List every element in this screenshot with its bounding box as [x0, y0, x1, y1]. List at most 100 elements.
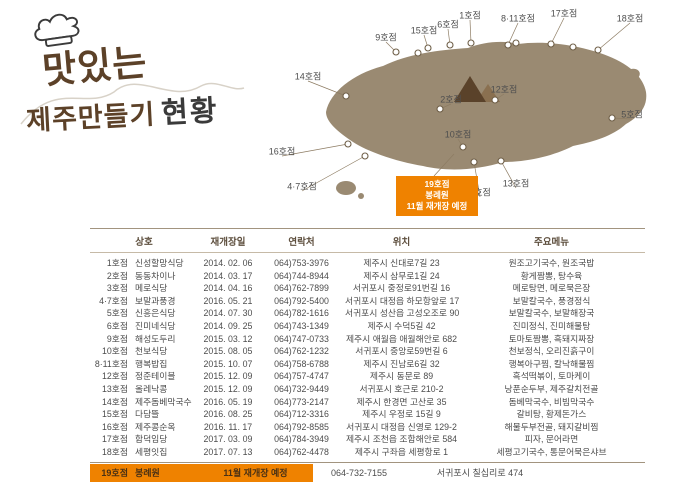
- store-menu: 흑석떡볶이, 토마케이: [512, 371, 591, 382]
- store-name: 제주돔베막국수: [135, 396, 192, 407]
- store-location: 서귀포시 칠십리로 474: [436, 467, 524, 478]
- store-menu: 원조고기국수, 원조국밥: [508, 258, 595, 268]
- store-phone: 064)712-3316: [274, 409, 329, 420]
- jeju-map: 9호점 15호점 6호점 1호점 8·11호점 17호점 18호점 14호점 2호점 12호점 5호…: [268, 4, 698, 219]
- store-name: 함덕임당: [135, 434, 168, 445]
- islet-southwest: [336, 181, 356, 195]
- logo-line3: 현황: [160, 92, 220, 130]
- store-menu: 천보정식, 오리진흙구이: [508, 346, 595, 357]
- mountain-sketch-icon: [20, 82, 245, 125]
- store-location-dot: [497, 157, 505, 165]
- store-number: 19호점: [90, 463, 135, 482]
- store-location: 제주시 조천읍 조함해안로 584: [345, 434, 458, 445]
- table-body: 1호점 신성할망식당 2014. 02. 06 064)753-3976 제주시…: [90, 253, 645, 463]
- store-location: 제주시 애월읍 애월해안로 682: [345, 333, 458, 344]
- store-number: 4·7호점: [99, 295, 128, 306]
- store-name: 정준테이블: [135, 371, 176, 382]
- store-number: 18호점: [102, 446, 128, 457]
- store-location: 서귀포시 호근로 210-2: [359, 383, 444, 394]
- store-number: 3호점: [106, 283, 128, 294]
- store-number: 6호점: [106, 320, 128, 331]
- logo: 맛있는 제주만들기 현황: [16, 10, 266, 150]
- store-name: 메로식당: [135, 283, 168, 294]
- label-connector: [597, 22, 631, 51]
- reopen-date: 2016. 05. 21: [203, 295, 253, 306]
- store-location-dot: [342, 92, 350, 100]
- store-table: 상호 재개장일 연락처 위치 주요메뉴 1호점 신성할망식당 2014. 02.…: [90, 228, 645, 482]
- store-phone: 064)762-7899: [274, 283, 329, 294]
- reopen-date: 2015. 10. 07: [203, 358, 253, 369]
- store-menu: 세평고기국수, 통문어묵은샤브: [496, 446, 607, 457]
- store-number: 8·11호점: [94, 358, 128, 369]
- reopen-date: 2014. 03. 17: [203, 270, 253, 281]
- store-location-dot: [504, 41, 512, 49]
- halla-mountain-icon: [454, 76, 486, 102]
- store-phone: 064)762-1232: [274, 346, 329, 357]
- map-label: 15호점: [410, 25, 438, 36]
- table-row: 12호점 정준테이블 2015. 12. 09 064)757-4747 제주시…: [90, 370, 645, 383]
- store-menu: 보말칼국수, 풍경정식: [512, 295, 591, 306]
- store-name: 천보식당: [135, 346, 168, 357]
- store-phone: 064)732-9449: [274, 383, 329, 394]
- store-phone: 064)758-6788: [274, 358, 329, 369]
- store-phone: 064)744-8944: [274, 270, 329, 281]
- store-location-dot: [467, 39, 475, 47]
- logo-line2-text: 제주만들기: [25, 99, 157, 138]
- store-phone: 064)792-5400: [274, 295, 329, 306]
- header-store: 상호: [135, 237, 153, 248]
- map-svg: [281, 17, 647, 199]
- reopen-date: 2016. 08. 25: [203, 409, 253, 420]
- table-row: 17호점 함덕임당 2017. 03. 09 064)784-3949 제주시 …: [90, 433, 645, 446]
- store-location: 제주시 진남로6길 32: [363, 358, 440, 369]
- store-location: 서귀포시 중정로91번길 16: [352, 283, 451, 294]
- store-number: 16호점: [102, 421, 128, 432]
- store-name: 올레낙콩: [135, 383, 168, 394]
- store-name: 해성도두리: [135, 333, 176, 344]
- store-location: 서귀포시 대정읍 하모항앞로 17: [345, 295, 460, 306]
- store-location-dot: [608, 114, 616, 122]
- store-location: 서귀포시 중앙로59번길 6: [355, 346, 448, 357]
- reopen-date: 2015. 03. 12: [203, 333, 253, 344]
- callout-connector: [433, 153, 455, 177]
- table-row: 14호점 제주돔베막국수 2016. 05. 19 064)773-2147 제…: [90, 396, 645, 409]
- store-number: 17호점: [102, 434, 128, 445]
- store-name: 보말과풍경: [135, 295, 176, 306]
- store-number: 14호점: [102, 396, 128, 407]
- store-location-dot: [392, 48, 400, 56]
- store-menu: 행복아구찜, 칼낙해물찜: [508, 358, 595, 369]
- map-label: 6호점: [437, 19, 459, 30]
- store-menu: 낭푼순두부, 제주갈치전골: [504, 383, 599, 394]
- store-phone: 064)747-0733: [274, 333, 329, 344]
- store-menu: 진미정식, 진미해물탕: [512, 320, 591, 331]
- store-location: 제주시 수덕5길 42: [367, 320, 436, 331]
- store-location: 제주시 한경면 고산로 35: [356, 396, 447, 407]
- label-connector: [507, 22, 519, 46]
- reopen-date: 2017. 07. 13: [203, 446, 253, 457]
- store-number: 15호점: [102, 409, 128, 420]
- store-number: 2호점: [106, 270, 128, 281]
- table-row: 4·7호점 보말과풍경 2016. 05. 21 064)792-5400 서귀…: [90, 295, 645, 308]
- reopen-date: 2016. 05. 19: [203, 396, 253, 407]
- header-phone: 연락처: [288, 237, 315, 248]
- header-date: 재개장일: [210, 237, 246, 248]
- map-label: 14호점: [294, 71, 322, 82]
- logo-line1: 맛있는: [40, 39, 150, 93]
- callout-store-no: 19호점: [424, 179, 450, 189]
- map-label: 8·11호점: [501, 13, 535, 24]
- store-location-dot: [470, 158, 478, 166]
- table-row: 8·11호점 행복밥집 2015. 10. 07 064)758-6788 제주…: [90, 358, 645, 371]
- store-name: 행복밥집: [135, 358, 168, 369]
- store-location: 제주시 삼무로1길 24: [363, 270, 440, 281]
- store-menu: 돔베막국수, 비빔막국수: [508, 396, 595, 407]
- map-label: 10호점: [444, 129, 472, 140]
- store-location-dot: [414, 49, 422, 57]
- header-location: 위치: [392, 237, 411, 248]
- store-name: 동동차이나: [135, 270, 176, 281]
- table-row: 2호점 동동차이나 2014. 03. 17 064)744-8944 제주시 …: [90, 270, 645, 283]
- store-menu: 해물두부전골, 돼지갈비찜: [504, 421, 599, 432]
- callout-note: 11월 재개장 예정: [406, 201, 468, 212]
- map-label: 16호점: [268, 146, 296, 157]
- store-phone: 064)762-4478: [274, 446, 329, 457]
- store-name: 봉례원: [135, 463, 198, 482]
- store-location: 제주시 우정로 15길 9: [362, 409, 441, 420]
